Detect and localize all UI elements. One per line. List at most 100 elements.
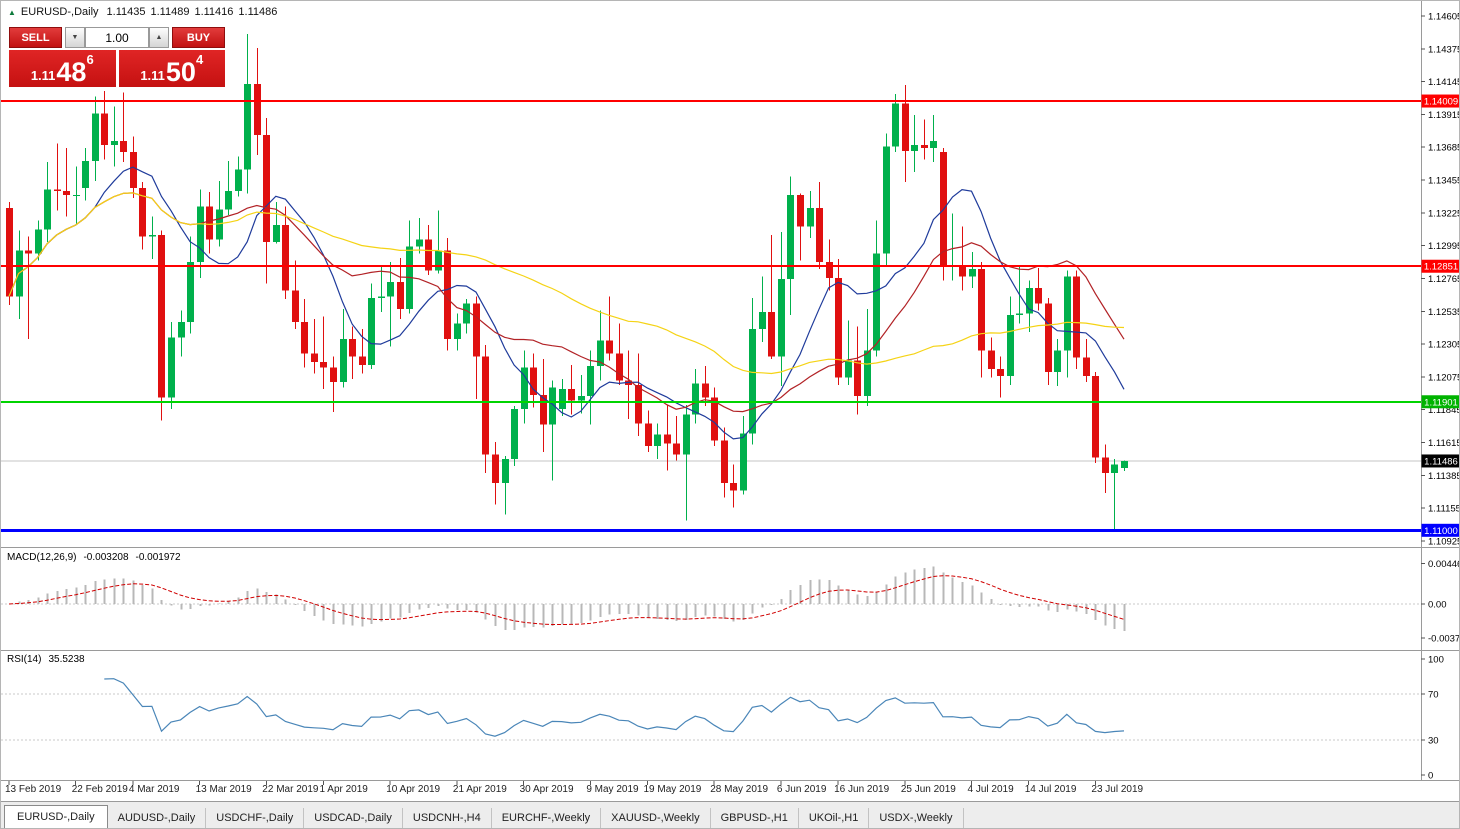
svg-text:1.11901: 1.11901: [1424, 397, 1458, 408]
rsi-value: 35.5238: [48, 654, 85, 665]
time-axis-label: 1 Apr 2019: [319, 784, 368, 795]
time-axis-label: 30 Apr 2019: [519, 784, 574, 795]
tab-usdcad-daily[interactable]: USDCAD-,Daily: [304, 808, 403, 828]
time-axis-label: 10 Apr 2019: [386, 784, 441, 795]
price-tag: 1.14009: [1421, 94, 1459, 108]
time-axis[interactable]: 13 Feb 2019 22 Feb 2019 4 Mar 2019 13 Mar 2…: [1, 782, 1421, 800]
price-tick-label: 1.12075: [1428, 372, 1460, 383]
tab-usdx-weekly[interactable]: USDX-,Weekly: [869, 808, 964, 828]
sell-price-prefix: 1.11: [30, 68, 56, 83]
sell-button[interactable]: SELL: [9, 27, 62, 48]
macd-value-1: -0.003208: [83, 552, 129, 563]
time-axis-label: 4 Jul 2019: [967, 784, 1014, 795]
time-axis-label: 9 May 2019: [586, 784, 639, 795]
time-axis-label: 22 Mar 2019: [262, 784, 319, 795]
buy-price-display[interactable]: 1.11 50 4: [118, 50, 225, 88]
tab-ukoil-h1[interactable]: UKOil-,H1: [799, 808, 870, 828]
volume-input[interactable]: [85, 27, 149, 48]
ohlc-close: 1.11486: [238, 6, 278, 18]
price-up-arrow-icon: ▲: [8, 7, 16, 17]
tab-eurusd-daily[interactable]: EURUSD-,Daily: [4, 805, 108, 828]
time-axis-label: 19 May 2019: [643, 784, 702, 795]
macd-value-2: -0.001972: [135, 552, 181, 563]
price-tag: 1.11901: [1421, 395, 1459, 409]
time-axis-label: 4 Mar 2019: [128, 784, 180, 795]
price-tick-label: 1.13915: [1428, 110, 1460, 121]
price-tag: 1.12851: [1421, 259, 1459, 273]
svg-text:1.11000: 1.11000: [1424, 526, 1458, 537]
macd-scale-label: 0.004465: [1428, 559, 1460, 570]
macd-scale-label: 0.00: [1428, 600, 1447, 611]
trade-controls-row: SELL ▼ ▲ BUY: [9, 27, 225, 48]
ohlc-low: 1.11416: [194, 6, 234, 18]
price-tick-label: 1.14605: [1428, 12, 1460, 23]
tab-audusd-daily[interactable]: AUDUSD-,Daily: [108, 808, 207, 828]
price-tick-label: 1.13455: [1428, 176, 1460, 187]
svg-text:1.12851: 1.12851: [1424, 262, 1458, 273]
price-tick-label: 1.13225: [1428, 208, 1460, 219]
macd-histogram: [18, 566, 1126, 632]
panel-separators: [1, 1, 1459, 781]
price-tick-label: 1.12995: [1428, 241, 1460, 252]
moving-average-10: [8, 166, 1125, 440]
price-tick-label: 1.11385: [1428, 471, 1460, 482]
rsi-scale-label: 70: [1428, 689, 1439, 700]
macd-indicator-name: MACD(12,26,9): [7, 552, 77, 563]
time-axis-label: 13 Mar 2019: [195, 784, 252, 795]
moving-average-21: [8, 192, 1125, 413]
time-axis-label: 25 Jun 2019: [900, 784, 956, 795]
time-axis-label: 16 Jun 2019: [834, 784, 890, 795]
triangle-down-icon: ▼: [71, 34, 79, 41]
moving-average-50: [8, 192, 1125, 375]
rsi-scale-label: 100: [1428, 655, 1444, 666]
buy-price-prefix: 1.11: [140, 68, 165, 83]
one-click-trading-panel: SELL ▼ ▲ BUY 1.11 48 6 1.11 50 4: [9, 27, 225, 87]
rsi-panel-label: RSI(14) 35.5238: [7, 654, 92, 665]
tab-gbpusd-h1[interactable]: GBPUSD-,H1: [711, 808, 799, 828]
volume-increase-button[interactable]: ▲: [149, 27, 169, 48]
time-axis-label: 13 Feb 2019: [5, 784, 62, 795]
tab-usdcnh-h4[interactable]: USDCNH-,H4: [403, 808, 492, 828]
price-tag: 1.11486: [1421, 454, 1459, 468]
price-tick-label: 1.10925: [1428, 536, 1460, 547]
buy-price-pipette: 4: [195, 52, 204, 67]
time-axis-label: 21 Apr 2019: [452, 784, 507, 795]
time-axis-label: 14 Jul 2019: [1024, 784, 1077, 795]
macd-panel-label: MACD(12,26,9) -0.003208 -0.001972: [7, 552, 188, 563]
price-tick-label: 1.14375: [1428, 44, 1460, 55]
time-axis-label: 23 Jul 2019: [1091, 784, 1144, 795]
svg-text:1.14009: 1.14009: [1424, 97, 1458, 108]
price-scale[interactable]: 1.14605 1.14375 1.14145 1.13915 1.13685 1.134…: [1421, 12, 1460, 548]
time-axis-label: 28 May 2019: [710, 784, 769, 795]
rsi-scale-label: 0: [1428, 771, 1433, 782]
rsi-line: [104, 678, 1125, 737]
price-tag: 1.11000: [1421, 523, 1459, 537]
tab-xauusd-weekly[interactable]: XAUUSD-,Weekly: [601, 808, 711, 828]
ohlc-high: 1.11489: [150, 6, 190, 18]
sell-price-display[interactable]: 1.11 48 6: [9, 50, 116, 87]
price-tick-label: 1.11155: [1428, 504, 1460, 515]
chart-canvas[interactable]: 1.14605 1.14375 1.14145 1.13915 1.13685 1.134…: [1, 1, 1460, 801]
rsi-indicator-name: RSI(14): [7, 654, 42, 665]
price-tick-label: 1.14145: [1428, 77, 1460, 88]
chart-symbol-label: EURUSD-,Daily: [20, 6, 99, 18]
ohlc-open: 1.11435: [106, 6, 146, 18]
price-tick-label: 1.12535: [1428, 307, 1460, 318]
price-tick-label: 1.12305: [1428, 340, 1460, 351]
buy-price-big-digits: 50: [165, 57, 196, 88]
tab-eurchf-weekly[interactable]: EURCHF-,Weekly: [492, 808, 602, 828]
price-tick-label: 1.12765: [1428, 274, 1460, 285]
volume-decrease-button[interactable]: ▼: [65, 27, 85, 48]
buy-button[interactable]: BUY: [172, 27, 225, 48]
candles-layer: [6, 33, 1128, 529]
macd-scale-label: -0.003715: [1428, 633, 1460, 644]
time-axis-label: 22 Feb 2019: [71, 784, 128, 795]
tab-usdchf-daily[interactable]: USDCHF-,Daily: [206, 808, 305, 828]
price-tick-label: 1.11845: [1428, 405, 1460, 416]
rsi-scale-label: 30: [1428, 736, 1439, 747]
triangle-up-icon: ▲: [155, 34, 163, 41]
chart-title: ▲ EURUSD-,Daily 1.11435 1.11489 1.11416 …: [8, 6, 282, 18]
price-tick-label: 1.13685: [1428, 143, 1460, 154]
time-axis-label: 6 Jun 2019: [776, 784, 827, 795]
